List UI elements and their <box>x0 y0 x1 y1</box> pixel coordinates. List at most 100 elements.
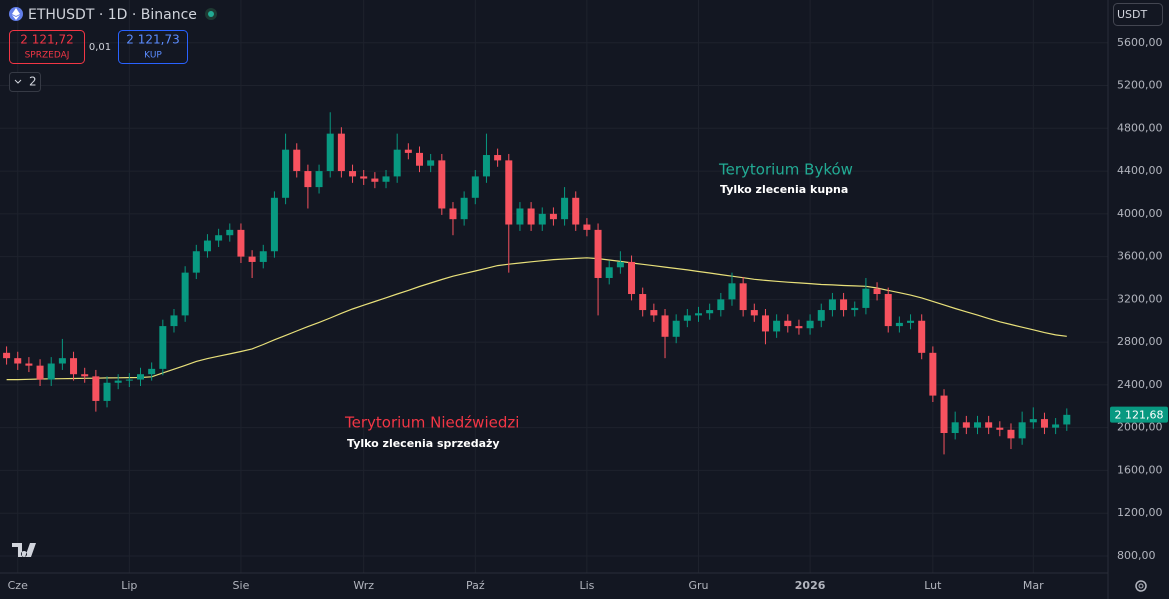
candle-body <box>795 326 803 329</box>
candle-body <box>695 313 702 316</box>
buy-button[interactable] <box>118 30 188 64</box>
candle-body <box>639 294 647 311</box>
candle-body <box>137 374 144 380</box>
candle-body <box>47 363 55 380</box>
y-tick-label: 5600,00 <box>1117 36 1163 49</box>
candle-body <box>549 213 557 220</box>
candle-body <box>929 352 937 396</box>
plot <box>3 112 1071 455</box>
candle-body <box>527 208 535 225</box>
candle-body <box>471 176 479 198</box>
moving-average <box>6 257 1067 381</box>
x-tick-label: Gru <box>688 579 708 592</box>
candle-body <box>203 240 211 252</box>
candle-body <box>1018 422 1026 439</box>
candle-body <box>237 229 245 257</box>
y-tick-label: 2400,00 <box>1117 378 1163 391</box>
candle-body <box>482 155 490 177</box>
candle-body <box>114 380 122 383</box>
indicator-count: 2 <box>29 75 37 89</box>
candle-body <box>282 149 290 198</box>
candle-body <box>192 251 200 273</box>
candle-body <box>884 294 892 327</box>
symbol[interactable]: ETHUSDT · 1D · Binance <box>28 7 197 23</box>
y-tick-label: 3200,00 <box>1117 292 1163 305</box>
candle-body <box>1063 414 1071 425</box>
candle-body <box>616 261 624 268</box>
logo[interactable] <box>12 543 36 557</box>
candle-body <box>784 320 792 327</box>
candle-body <box>315 171 323 188</box>
candle-body <box>460 197 468 220</box>
candle-body <box>985 422 993 428</box>
candle-body <box>1007 429 1015 439</box>
x-tick-label: 2026 <box>795 579 826 592</box>
candle-body <box>427 160 435 166</box>
candle-body <box>1040 419 1048 428</box>
candle-body <box>918 320 926 353</box>
chevron <box>14 79 22 84</box>
sell-button[interactable] <box>9 30 85 64</box>
candle-body <box>371 178 379 182</box>
candle-body <box>851 307 859 311</box>
candle-body <box>181 272 189 316</box>
candle-body <box>215 235 223 241</box>
candle-body <box>996 427 1004 430</box>
y-tick-label: 800,00 <box>1117 549 1156 562</box>
candle-body <box>728 283 736 300</box>
candle-body <box>382 176 390 182</box>
x-tick-label: Lut <box>924 579 942 592</box>
candle-body <box>594 229 602 278</box>
candle-body <box>81 374 89 377</box>
buy-price: 2 121,73 <box>126 33 179 47</box>
candle-body <box>828 299 836 311</box>
candle-body <box>650 310 658 316</box>
x-tick-label: Paź <box>466 579 485 592</box>
candle-body <box>750 310 758 316</box>
candle-body <box>416 152 423 166</box>
candle-body <box>974 422 981 428</box>
x-tick-label: Mar <box>1023 579 1044 592</box>
candle-body <box>393 149 401 177</box>
candle-body <box>661 315 669 337</box>
buy-label: KUP <box>144 51 162 61</box>
candle-body <box>516 208 524 225</box>
y-tick-label: 3600,00 <box>1117 250 1163 263</box>
candle-body <box>672 320 680 337</box>
status-dot <box>208 11 214 17</box>
candle-body <box>962 422 970 428</box>
y-tick-label: 2000,00 <box>1117 421 1163 434</box>
candle-body <box>404 149 412 153</box>
candle-body <box>561 197 569 220</box>
settings-icon[interactable] <box>1135 580 1147 592</box>
candle-body <box>505 160 513 225</box>
annotation-title: Terytorium Niedźwiedzi <box>344 414 519 432</box>
y-tick-label: 4000,00 <box>1117 207 1163 220</box>
candle-body <box>438 160 446 209</box>
candle-body <box>907 320 915 323</box>
candle-body <box>873 288 881 295</box>
candle-body <box>159 326 167 369</box>
candle-body <box>761 315 769 332</box>
candle-body <box>14 358 22 364</box>
candle-body <box>583 224 591 230</box>
y-tick-label: 1600,00 <box>1117 463 1163 476</box>
candle-body <box>248 256 256 262</box>
candle-body <box>103 382 111 401</box>
y-tick-label: 5200,00 <box>1117 79 1163 92</box>
sell-price: 2 121,72 <box>20 33 73 47</box>
candle-body <box>806 320 814 329</box>
candle-body <box>951 422 959 434</box>
y-tick-label: 4800,00 <box>1117 121 1163 134</box>
currency-button[interactable] <box>1113 3 1163 26</box>
indicator-toggle[interactable] <box>9 72 41 92</box>
candle-body <box>773 320 781 332</box>
candle-body <box>739 283 747 311</box>
y-tick-label: 4400,00 <box>1117 164 1163 177</box>
candle-body <box>717 299 725 311</box>
candle-body <box>148 368 156 375</box>
candle-body <box>862 288 870 308</box>
y-tick-label: 1200,00 <box>1117 506 1163 519</box>
x-tick-label: Wrz <box>353 579 374 592</box>
